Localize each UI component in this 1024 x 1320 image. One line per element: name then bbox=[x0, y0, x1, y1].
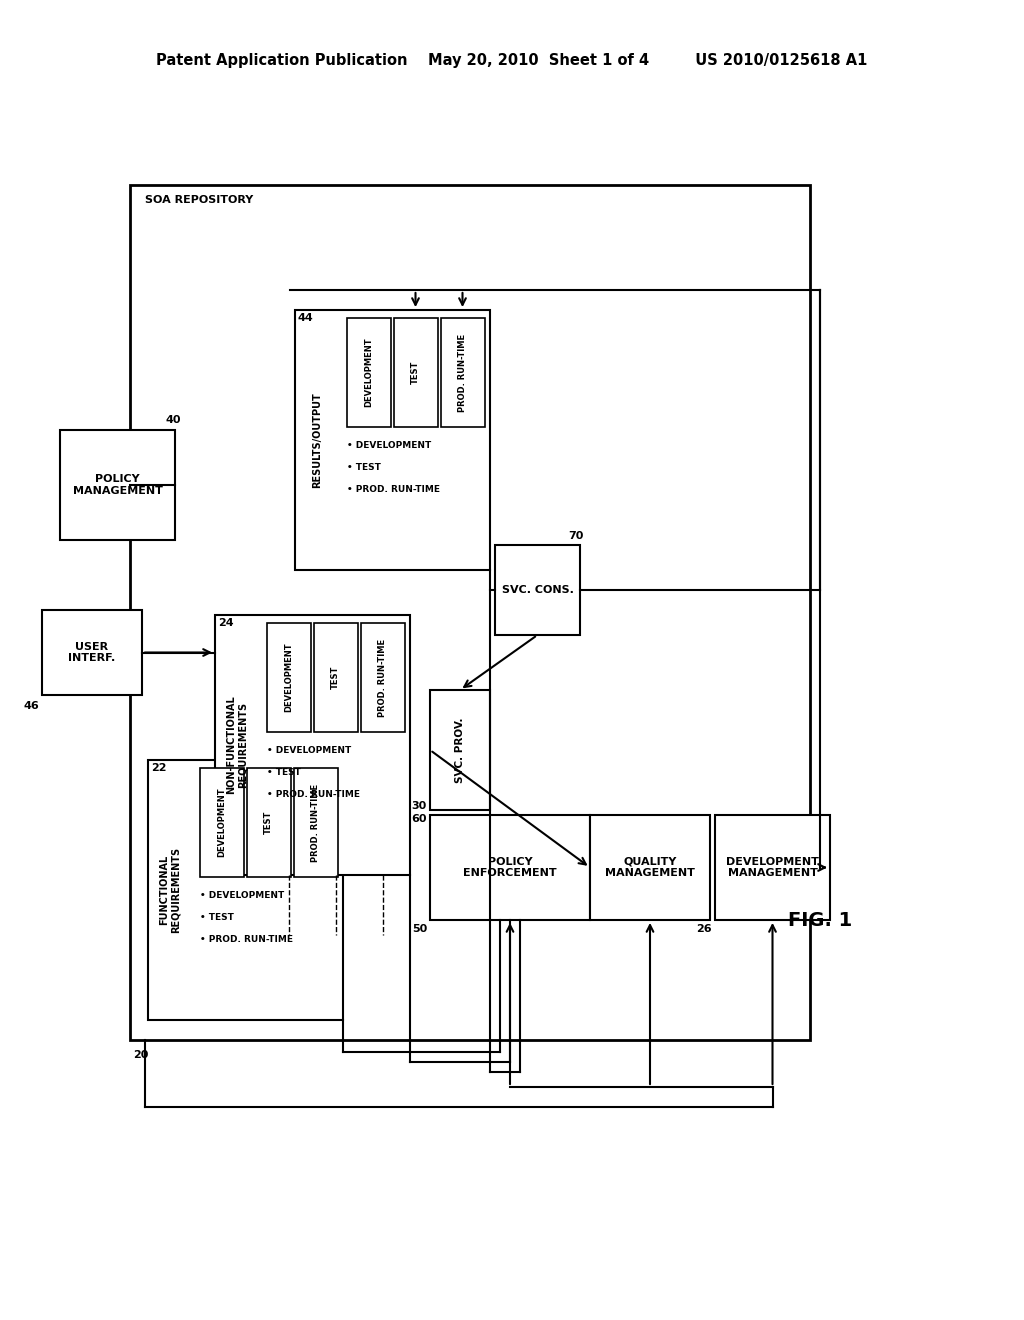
Text: 46: 46 bbox=[24, 701, 39, 711]
Bar bbox=[440, 318, 484, 428]
Text: RESULTS/OUTPUT: RESULTS/OUTPUT bbox=[312, 392, 322, 488]
Text: 70: 70 bbox=[568, 531, 584, 541]
Text: • TEST: • TEST bbox=[347, 463, 381, 471]
Bar bbox=[295, 310, 490, 570]
Text: USER
INTERF.: USER INTERF. bbox=[69, 642, 116, 663]
Text: DEVELOPMENT: DEVELOPMENT bbox=[217, 788, 226, 858]
Text: 30: 30 bbox=[412, 801, 427, 810]
Text: • DEVELOPMENT: • DEVELOPMENT bbox=[347, 441, 431, 450]
Bar bbox=[42, 610, 142, 696]
Text: SVC. CONS.: SVC. CONS. bbox=[502, 585, 573, 595]
Text: DEVELOPMENT: DEVELOPMENT bbox=[284, 643, 293, 713]
Text: • TEST: • TEST bbox=[200, 912, 233, 921]
Text: 24: 24 bbox=[218, 618, 233, 628]
Text: FIG. 1: FIG. 1 bbox=[787, 911, 852, 929]
Text: • PROD. RUN-TIME: • PROD. RUN-TIME bbox=[347, 484, 440, 494]
Text: • PROD. RUN-TIME: • PROD. RUN-TIME bbox=[267, 789, 360, 799]
Bar bbox=[294, 768, 338, 878]
Text: DEVELOPMENT
MANAGEMENT: DEVELOPMENT MANAGEMENT bbox=[726, 857, 819, 878]
Text: 20: 20 bbox=[133, 1049, 148, 1060]
Bar bbox=[430, 690, 490, 810]
Text: Patent Application Publication    May 20, 2010  Sheet 1 of 4         US 2010/012: Patent Application Publication May 20, 2… bbox=[157, 53, 867, 67]
Bar bbox=[590, 814, 710, 920]
Text: SVC. PROV.: SVC. PROV. bbox=[455, 717, 465, 783]
Text: QUALITY
MANAGEMENT: QUALITY MANAGEMENT bbox=[605, 857, 695, 878]
Text: • PROD. RUN-TIME: • PROD. RUN-TIME bbox=[200, 935, 293, 944]
Text: TEST: TEST bbox=[331, 665, 340, 689]
Text: 44: 44 bbox=[298, 313, 313, 323]
Text: PROD. RUN-TIME: PROD. RUN-TIME bbox=[458, 334, 467, 412]
Text: 22: 22 bbox=[151, 763, 167, 774]
Bar bbox=[715, 814, 830, 920]
Bar bbox=[495, 545, 580, 635]
Bar bbox=[215, 615, 410, 875]
Bar bbox=[430, 814, 590, 920]
Text: 60: 60 bbox=[412, 814, 427, 824]
Text: PROD. RUN-TIME: PROD. RUN-TIME bbox=[311, 784, 319, 862]
Text: FUNCTIONAL
REQUIREMENTS: FUNCTIONAL REQUIREMENTS bbox=[159, 847, 181, 933]
Text: POLICY
ENFORCEMENT: POLICY ENFORCEMENT bbox=[463, 857, 557, 878]
Text: TEST: TEST bbox=[264, 810, 273, 834]
Bar bbox=[266, 623, 310, 733]
Bar bbox=[393, 318, 437, 428]
Bar bbox=[200, 768, 244, 878]
Text: • DEVELOPMENT: • DEVELOPMENT bbox=[200, 891, 285, 900]
Text: POLICY
MANAGEMENT: POLICY MANAGEMENT bbox=[73, 474, 163, 496]
Bar bbox=[346, 318, 390, 428]
Text: 50: 50 bbox=[412, 924, 427, 935]
Bar bbox=[360, 623, 404, 733]
Text: 40: 40 bbox=[166, 414, 181, 425]
Text: TEST: TEST bbox=[411, 360, 420, 384]
Bar bbox=[130, 185, 810, 1040]
Bar bbox=[60, 430, 175, 540]
Text: • TEST: • TEST bbox=[267, 768, 301, 776]
Bar bbox=[313, 623, 357, 733]
Text: NON-FUNCTIONAL
REQUIREMENTS: NON-FUNCTIONAL REQUIREMENTS bbox=[226, 696, 248, 795]
Text: DEVELOPMENT: DEVELOPMENT bbox=[364, 338, 373, 408]
Text: SOA REPOSITORY: SOA REPOSITORY bbox=[145, 195, 253, 205]
Text: • DEVELOPMENT: • DEVELOPMENT bbox=[267, 746, 351, 755]
Text: PROD. RUN-TIME: PROD. RUN-TIME bbox=[378, 639, 387, 717]
Text: 26: 26 bbox=[696, 924, 712, 935]
Bar bbox=[247, 768, 291, 878]
Bar bbox=[148, 760, 343, 1020]
